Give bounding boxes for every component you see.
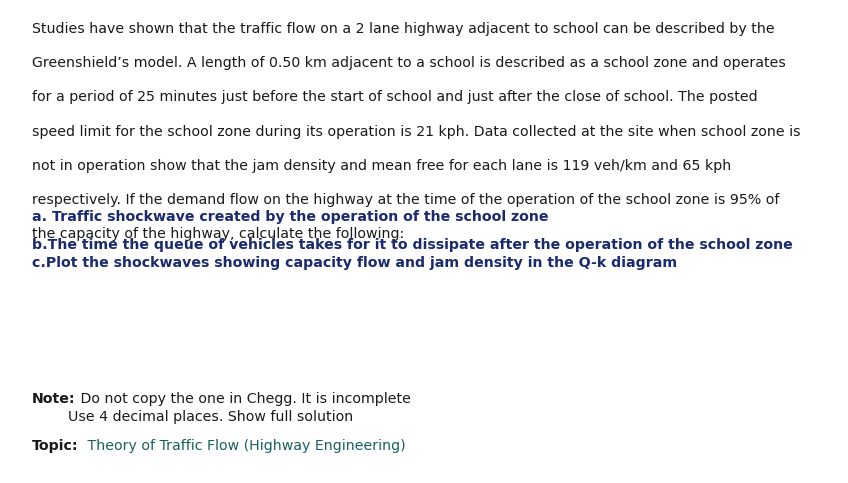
Text: Theory of Traffic Flow (Highway Engineering): Theory of Traffic Flow (Highway Engineer…	[83, 439, 405, 453]
Text: Topic:: Topic:	[32, 439, 79, 453]
Text: Do not copy the one in Chegg. It is incomplete: Do not copy the one in Chegg. It is inco…	[76, 392, 411, 406]
Text: Note:: Note:	[32, 392, 75, 406]
Text: speed limit for the school zone during its operation is 21 kph. Data collected a: speed limit for the school zone during i…	[32, 125, 801, 139]
Text: a. Traffic shockwave created by the operation of the school zone: a. Traffic shockwave created by the oper…	[32, 210, 549, 224]
Text: for a period of 25 minutes just before the start of school and just after the cl: for a period of 25 minutes just before t…	[32, 90, 758, 104]
Text: Use 4 decimal places. Show full solution: Use 4 decimal places. Show full solution	[32, 410, 354, 424]
Text: respectively. If the demand flow on the highway at the time of the operation of : respectively. If the demand flow on the …	[32, 193, 779, 207]
Text: Studies have shown that the traffic flow on a 2 lane highway adjacent to school : Studies have shown that the traffic flow…	[32, 22, 775, 36]
Text: not in operation show that the jam density and mean free for each lane is 119 ve: not in operation show that the jam densi…	[32, 159, 732, 173]
Text: c.Plot the shockwaves showing capacity flow and jam density in the Q-k diagram: c.Plot the shockwaves showing capacity f…	[32, 256, 678, 270]
Text: b.The time the queue of vehicles takes for it to dissipate after the operation o: b.The time the queue of vehicles takes f…	[32, 238, 793, 252]
Text: the capacity of the highway, calculate the following:: the capacity of the highway, calculate t…	[32, 227, 404, 242]
Text: Greenshield’s model. A length of 0.50 km adjacent to a school is described as a : Greenshield’s model. A length of 0.50 km…	[32, 56, 786, 70]
